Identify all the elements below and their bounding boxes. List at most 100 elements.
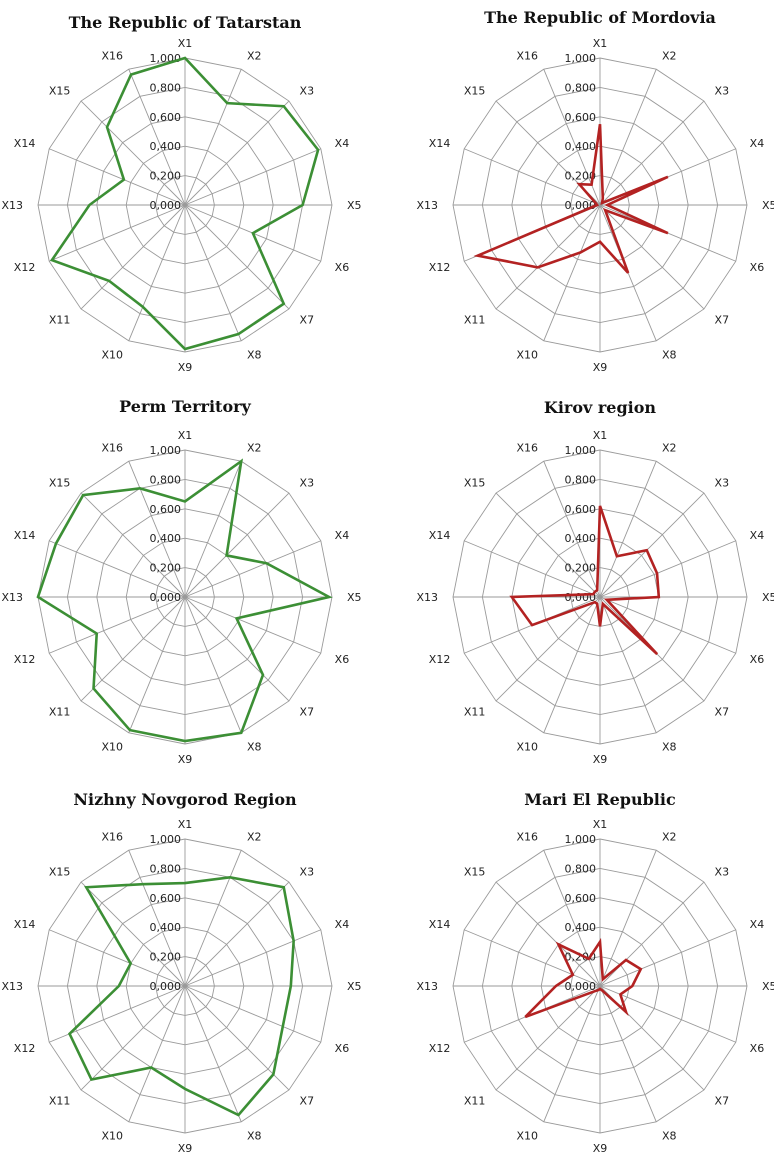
axis-label: X7 (300, 1095, 315, 1108)
axis-label: X1 (178, 429, 193, 442)
tick-label: 1,000 (565, 833, 597, 846)
tick-label: 0,000 (565, 199, 597, 212)
axis-spoke (599, 204, 705, 310)
axis-label: X3 (300, 476, 315, 489)
tick-label: 0,800 (150, 473, 182, 486)
axis-label: X2 (662, 830, 677, 843)
axis-label: X9 (178, 1142, 193, 1155)
axis-label: X13 (1, 591, 23, 604)
axis-label: X15 (464, 476, 486, 489)
axis-label: X12 (429, 653, 451, 666)
tick-label: 0,400 (565, 140, 597, 153)
tick-label: 0,800 (565, 473, 597, 486)
tick-label: 0,800 (565, 862, 597, 875)
axis-label: X16 (101, 441, 123, 454)
axis-spoke (128, 985, 186, 1122)
axis-label: X14 (429, 529, 451, 542)
axis-label: X7 (715, 706, 730, 719)
tick-label: 0,000 (565, 591, 597, 604)
axis-spoke (599, 850, 657, 987)
axis-label: X16 (516, 830, 538, 843)
axis-label: X9 (593, 361, 608, 374)
axis-spoke (49, 596, 186, 654)
radar-chart-4: Kirov region X1 X2 X3 X4 X5 X6 X7 X8 X9 X10 X11 X12 X… (416, 398, 774, 766)
axis-label: X3 (715, 84, 730, 97)
tick-label: 0,000 (150, 591, 182, 604)
axis-label: X7 (715, 314, 730, 327)
axis-label: X16 (516, 441, 538, 454)
axis-label: X14 (14, 137, 36, 150)
axis-spoke (128, 461, 186, 598)
axis-label: X10 (101, 1130, 123, 1143)
axis-label: X16 (516, 49, 538, 62)
axis-spoke (49, 540, 186, 598)
tick-label: 0,000 (150, 980, 182, 993)
tick-label: 0,600 (150, 892, 182, 905)
axis-label: X15 (49, 84, 71, 97)
tick-label: 1,000 (565, 444, 597, 457)
axis-spoke (464, 540, 601, 598)
axis-spoke (495, 596, 601, 702)
axis-label: X4 (750, 918, 765, 931)
axis-label: X2 (247, 441, 262, 454)
axis-label: X4 (335, 137, 350, 150)
tick-label: 0,800 (565, 81, 597, 94)
axis-spoke (80, 492, 186, 598)
tick-label: 0,600 (565, 892, 597, 905)
axis-label: X4 (750, 529, 765, 542)
axis-label: X10 (101, 349, 123, 362)
axis-spoke (184, 540, 321, 598)
radar-chart-5: Nizhny Novgorod Region X1 X2 X3 X4 X5 X6 X7 X8 X9… (1, 790, 361, 1155)
radar-chart-3: Perm Territory X1 X2 X3 X4 X5 X6 X7 X8 X9 X10 X11 X1… (1, 397, 361, 766)
axis-label: X12 (429, 261, 451, 274)
axis-spoke (599, 492, 705, 598)
axis-spoke (464, 148, 601, 206)
tick-label: 1,000 (565, 52, 597, 65)
axis-label: X9 (593, 753, 608, 766)
tick-label: 0,800 (150, 81, 182, 94)
axis-label: X5 (762, 980, 774, 993)
axis-label: X6 (335, 261, 350, 274)
axis-spoke (599, 596, 736, 654)
axis-spoke (599, 596, 657, 733)
axis-spoke (80, 985, 186, 1091)
axis-label: X15 (49, 865, 71, 878)
axis-label: X16 (101, 830, 123, 843)
axis-label: X15 (464, 865, 486, 878)
axis-spoke (543, 461, 601, 598)
axis-spoke (543, 850, 601, 987)
axis-label: X6 (750, 261, 765, 274)
axis-label: X10 (516, 741, 538, 754)
axis-label: X2 (662, 441, 677, 454)
axis-label: X11 (49, 706, 71, 719)
axis-label: X15 (464, 84, 486, 97)
axis-label: X14 (14, 918, 36, 931)
tick-label: 0,200 (150, 951, 182, 964)
axis-label: X11 (464, 706, 486, 719)
axis-label: X8 (247, 1130, 262, 1143)
axis-label: X14 (429, 918, 451, 931)
axis-spoke (184, 985, 321, 1043)
axis-label: X5 (347, 591, 362, 604)
axis-label: X5 (347, 980, 362, 993)
axis-spoke (80, 100, 186, 206)
axis-label: X11 (464, 314, 486, 327)
data-series-line (36, 458, 333, 743)
axis-label: X2 (247, 830, 262, 843)
axis-label: X14 (14, 529, 36, 542)
axis-label: X12 (429, 1042, 451, 1055)
axis-spoke (80, 881, 186, 987)
axis-label: X1 (593, 37, 608, 50)
chart-title: Mari El Republic (524, 790, 676, 809)
axis-spoke (80, 204, 186, 310)
radar-chart-6: Mari El Republic X1 X2 X3 X4 X5 X6 X7 X8 X9 X10 X11… (416, 790, 774, 1155)
axis-spoke (184, 850, 242, 987)
axis-spoke (128, 204, 186, 341)
axis-label: X10 (516, 1130, 538, 1143)
axis-label: X6 (750, 653, 765, 666)
axis-label: X8 (662, 1130, 677, 1143)
axis-spoke (184, 204, 242, 341)
tick-label: 0,400 (150, 532, 182, 545)
axis-spoke (184, 929, 321, 987)
axis-label: X9 (178, 361, 193, 374)
